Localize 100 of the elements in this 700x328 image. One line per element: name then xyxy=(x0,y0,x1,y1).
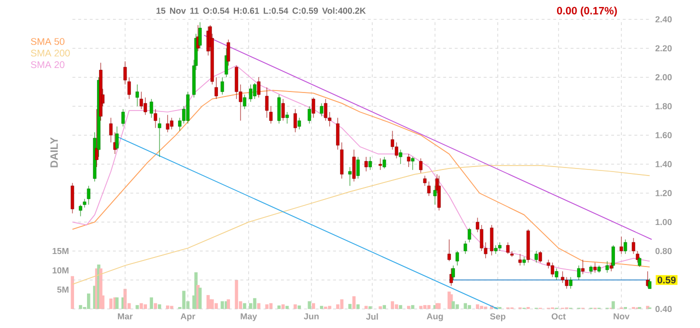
candlestick xyxy=(564,276,568,289)
candlestick xyxy=(269,106,273,124)
candlestick xyxy=(506,242,510,254)
candlestick xyxy=(336,117,340,150)
bar xyxy=(220,301,224,309)
candlestick xyxy=(593,262,597,273)
candlestick xyxy=(612,244,615,269)
candlestick xyxy=(285,112,289,124)
bar xyxy=(390,301,394,309)
y-tick-label: 1.40 xyxy=(656,160,672,168)
candlestick xyxy=(136,84,139,106)
candlestick xyxy=(581,259,585,274)
bar xyxy=(456,304,459,309)
candlestick xyxy=(158,117,162,158)
candlestick xyxy=(382,156,386,169)
candlestick xyxy=(577,265,580,280)
bar xyxy=(382,304,386,309)
bar xyxy=(356,304,360,309)
candlestick xyxy=(456,250,459,266)
bar xyxy=(234,280,238,309)
candlestick xyxy=(308,106,312,124)
bar xyxy=(214,303,218,309)
bar xyxy=(398,304,402,309)
candlestick xyxy=(620,236,624,254)
candlestick xyxy=(324,98,328,121)
candlestick xyxy=(437,175,441,211)
y-tick-label: 1.20 xyxy=(656,190,672,196)
y2-tick-label: 10M xyxy=(52,267,68,274)
candlestick xyxy=(144,97,148,116)
candlestick xyxy=(624,239,628,254)
bar xyxy=(476,304,480,309)
candlestick xyxy=(320,102,324,116)
bar xyxy=(368,306,372,309)
bar xyxy=(328,306,332,309)
y-tick-label: 2.00 xyxy=(655,74,672,80)
candlestick xyxy=(433,185,437,205)
y2-tick-label: 15M xyxy=(52,248,68,254)
y-tick-label: 2.20 xyxy=(655,45,672,52)
bar xyxy=(452,301,455,309)
bar xyxy=(257,303,260,309)
candlestick xyxy=(356,156,360,179)
candlestick xyxy=(490,224,494,256)
bar xyxy=(136,304,139,309)
bar xyxy=(612,301,615,309)
candlestick xyxy=(166,114,170,132)
candlestick xyxy=(170,117,174,130)
y-tick-label: 1.80 xyxy=(656,102,672,110)
bar xyxy=(298,305,301,309)
x-tick-label: May xyxy=(240,313,258,321)
text: 0.00 (0.17%) xyxy=(557,6,617,16)
candlestick xyxy=(127,76,131,100)
candlestick xyxy=(406,154,410,168)
bar xyxy=(340,299,344,309)
candlestick xyxy=(249,84,252,102)
y-tick-label: 0.40 xyxy=(655,306,672,312)
candlestick xyxy=(538,250,542,263)
candlestick xyxy=(569,276,572,289)
bar xyxy=(242,303,246,309)
candlestick xyxy=(518,254,522,266)
candlestick xyxy=(368,156,372,170)
bar xyxy=(170,306,174,309)
bar xyxy=(352,296,356,309)
candlestick xyxy=(294,108,297,132)
candlestick xyxy=(550,262,554,278)
chart-subtitle: 15 Nov 11 O:0.54 H:0.61 L:0.54 C:0.59 Vol:400.2K xyxy=(156,7,366,14)
bar xyxy=(419,306,422,309)
candlestick xyxy=(411,156,414,170)
x-tick-label: Mar xyxy=(118,313,133,320)
bar xyxy=(154,303,158,309)
x-tick-label: Sep xyxy=(490,313,506,322)
candlestick xyxy=(348,166,352,186)
candlestick xyxy=(398,149,402,164)
candlestick xyxy=(419,158,422,173)
candlestick xyxy=(554,268,558,280)
candlestick xyxy=(452,265,455,280)
candlestick xyxy=(150,98,154,118)
bar xyxy=(140,303,143,309)
bar xyxy=(464,303,467,309)
candlestick xyxy=(378,158,382,170)
candlestick xyxy=(364,156,368,172)
candlestick xyxy=(265,87,269,118)
x-tick-label: Aug xyxy=(426,313,443,322)
candlestick xyxy=(298,117,301,130)
candlestick xyxy=(253,82,256,100)
text: SMA 200 xyxy=(30,50,70,56)
bar xyxy=(407,306,410,309)
candlestick xyxy=(140,91,143,110)
y-tick-label: 0.80 xyxy=(655,248,672,254)
candlestick xyxy=(281,98,285,121)
candlestick xyxy=(242,94,246,110)
y-tick-label: 1.60 xyxy=(656,132,672,138)
candlestick xyxy=(638,256,642,268)
candlestick xyxy=(534,250,538,263)
candlestick xyxy=(648,278,652,289)
x-tick-label: Jul xyxy=(366,313,378,320)
bar xyxy=(411,304,414,309)
candlestick xyxy=(277,94,281,124)
candlestick xyxy=(226,39,230,66)
y-tick-label: 1.00 xyxy=(656,218,672,226)
candlestick xyxy=(257,76,260,98)
